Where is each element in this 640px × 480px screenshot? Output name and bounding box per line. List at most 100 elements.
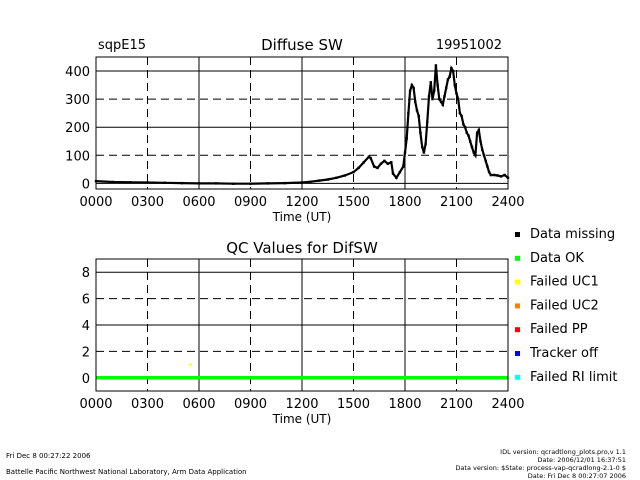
footer-left-line2: Battelle Pacific Northwest National Labo… [6, 468, 247, 476]
diffuse-sw-point [479, 140, 482, 143]
legend-marker [515, 327, 520, 333]
diffuse-sw-point [318, 179, 321, 182]
legend-marker [515, 255, 520, 261]
legend-label: Data missing [530, 227, 615, 242]
diffuse-sw-point [372, 165, 376, 168]
diffuse-sw-point [445, 86, 448, 90]
bottom-plot-frame [95, 258, 509, 392]
top-x-tick-label: 0300 [131, 195, 164, 210]
bottom-y-tick-label: 0 [82, 372, 90, 387]
top-x-axis-label: Time (UT) [272, 210, 332, 224]
legend-marker [515, 374, 520, 380]
diffuse-sw-point [386, 162, 389, 165]
bottom-grid [96, 259, 508, 391]
diffuse-sw-point [422, 151, 426, 154]
bottom-x-axis-label: Time (UT) [272, 412, 332, 426]
legend-label: Tracker off [529, 346, 599, 361]
diffuse-sw-point [433, 89, 436, 92]
diffuse-sw-point [410, 83, 414, 87]
bottom-data-points [96, 363, 508, 380]
legend: Data missing Data OK Failed UC1 Failed UC2 F… [515, 227, 617, 385]
top-x-ticks: 0000 0300 0600 0900 1200 1500 1800 2100 2400 [79, 195, 524, 210]
top-x-tick-label: 2100 [440, 195, 473, 210]
bottom-x-tick-label: 0000 [79, 397, 112, 412]
diffuse-sw-point [419, 131, 422, 134]
diffuse-sw-point [352, 170, 355, 174]
diffuse-sw-point [465, 131, 468, 134]
diffuse-sw-point [369, 156, 372, 160]
bottom-x-tick-label: 1200 [285, 397, 318, 412]
diffuse-sw-point [417, 114, 420, 118]
diffuse-sw-point [309, 180, 312, 183]
diffuse-sw-point [460, 114, 463, 118]
bottom-x-tick-label: 0600 [182, 397, 215, 412]
diffuse-sw-point [326, 178, 329, 181]
top-y-tick-label: 100 [65, 149, 90, 164]
top-x-tick-label: 0000 [79, 195, 112, 210]
top-grid [96, 57, 508, 189]
diffuse-sw-point [455, 92, 458, 95]
diffuse-sw-point [407, 112, 410, 115]
diffuse-sw-point [469, 140, 472, 143]
diffuse-sw-point [424, 142, 427, 146]
diffuse-sw-point [402, 165, 405, 168]
chart-title-bottom: QC Values for DifSW [226, 239, 378, 257]
diffuse-sw-point [427, 95, 431, 98]
diffuse-sw-point [482, 154, 486, 157]
diffuse-sw-point [493, 173, 496, 177]
footer: Fri Dec 8 00:27:22 2006 Battelle Pacific… [6, 448, 626, 480]
diffuse-sw-point [448, 75, 451, 78]
diffuse-sw-point [421, 145, 424, 149]
diffuse-sw-point [458, 112, 462, 115]
qc-point-1 [189, 363, 192, 366]
bottom-x-ticks: 0000 0300 0600 0900 1200 1500 1800 2100 2400 [79, 397, 524, 412]
diffuse-sw-point [390, 161, 393, 164]
diffuse-sw-point [467, 134, 470, 137]
footer-right-line4: Date: Fri Dec 8 00:27:07 2006 [528, 472, 626, 480]
top-y-tick-label: 200 [65, 121, 90, 136]
top-x-tick-label: 1200 [285, 195, 318, 210]
legend-marker [515, 351, 520, 356]
legend-label: Failed RI limit [530, 370, 617, 385]
bottom-x-tick-label: 1800 [388, 397, 421, 412]
diffuse-sw-point [403, 151, 407, 154]
diffuse-sw-point [457, 97, 460, 101]
diffuse-sw-point [163, 181, 166, 184]
diffuse-sw-point [180, 181, 183, 185]
diffuse-sw-point [414, 100, 417, 104]
diffuse-sw-point [426, 120, 429, 123]
diffuse-sw-point [335, 176, 338, 179]
top-y-tick-label: 400 [65, 65, 90, 80]
legend-label: Data OK [530, 251, 584, 266]
top-x-tick-label: 1500 [337, 195, 370, 210]
bottom-x-tick-label: 0900 [234, 397, 267, 412]
diffuse-sw-point [434, 64, 438, 67]
diffuse-sw-point [436, 83, 439, 87]
diffuse-sw-point [450, 67, 453, 70]
top-x-tick-label: 2400 [491, 195, 524, 210]
legend-marker [515, 279, 520, 285]
diffuse-sw-point [429, 81, 432, 84]
legend-marker [515, 303, 520, 309]
diffuse-sw-point [443, 95, 446, 98]
date-label: 19951002 [436, 38, 502, 53]
legend-label: Failed UC1 [530, 275, 599, 290]
diffuse-sw-point [439, 100, 443, 104]
diffuse-sw-point [463, 126, 467, 129]
diffuse-sw-point [383, 159, 386, 163]
diffuse-sw-point [441, 103, 444, 106]
diffuse-sw-point [503, 173, 506, 177]
diffuse-sw-point [398, 170, 402, 174]
diffuse-sw-point [129, 181, 132, 184]
bottom-y-tick-label: 8 [82, 266, 90, 281]
diffuse-sw-point [283, 181, 286, 185]
diffuse-sw-point [451, 69, 455, 73]
diffuse-sw-point [379, 162, 383, 165]
bottom-x-tick-label: 1500 [337, 397, 370, 412]
diffuse-sw-point [474, 154, 477, 157]
diffuse-sw-chart: sqpE15 Diffuse SW 19951002 0 100 200 300 400… [65, 36, 524, 224]
diffuse-sw-point [499, 175, 503, 178]
footer-right-line3: Data version: $State: process-vap-qcradl… [455, 464, 626, 472]
diffuse-sw-point [472, 151, 475, 154]
